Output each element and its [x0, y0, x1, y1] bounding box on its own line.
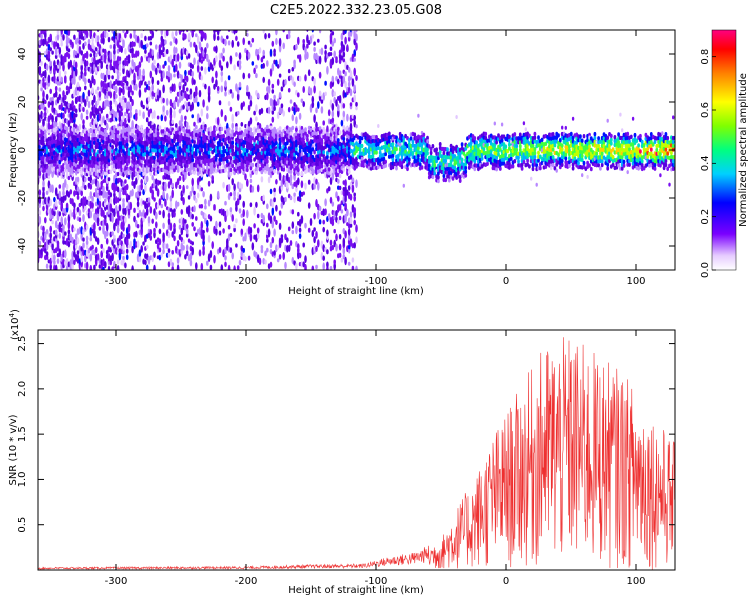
- cb-tick-label: 0.4: [700, 155, 711, 171]
- spec-xtick-label: -200: [235, 276, 258, 287]
- snr-xtick-label: -200: [235, 576, 258, 587]
- snr-xtick-label: 0: [503, 576, 509, 587]
- colorbar-gradient: [712, 30, 736, 270]
- spec-ytick-label: 40: [17, 48, 28, 61]
- colorbar-label: Normalized spectral amplitude: [738, 73, 749, 227]
- cb-tick-label: 0.0: [700, 262, 711, 278]
- cb-tick-label: 0.8: [700, 49, 711, 65]
- snr-xtick-label: 100: [626, 576, 645, 587]
- spec-xtick-label: 0: [503, 276, 509, 287]
- snr-xlabel: Height of straight line (km): [288, 585, 424, 596]
- spectrogram-xlabel: Height of straight line (km): [288, 286, 424, 297]
- spec-ytick-label: 20: [17, 96, 28, 109]
- snr-ytick-label: 2.0: [17, 381, 28, 397]
- chart-title: C2E5.2022.332.23.05.G08: [270, 3, 442, 18]
- spec-xtick-label: 100: [626, 276, 645, 287]
- spectrogram-heatmap: [37, 24, 677, 274]
- spec-xtick-label: -300: [105, 276, 128, 287]
- spec-ytick-label: -40: [17, 238, 28, 254]
- cb-tick-label: 0.2: [700, 209, 711, 225]
- spec-ytick-label: -20: [17, 190, 28, 206]
- spectrogram-ylabel: Frequency (Hz): [8, 112, 19, 188]
- snr-ytick-label: 0.5: [17, 517, 28, 533]
- snr-ylabel: SNR (10 * v/v): [8, 414, 19, 485]
- cb-tick-label: 0.6: [700, 102, 711, 118]
- snr-xtick-label: -300: [105, 576, 128, 587]
- colorbar: 0.0 0.2 0.4 0.6 0.8 Normalized spectral ampl…: [700, 30, 749, 278]
- snr-yscale-label: (x104): [8, 309, 21, 340]
- snr-series-line: [38, 337, 675, 569]
